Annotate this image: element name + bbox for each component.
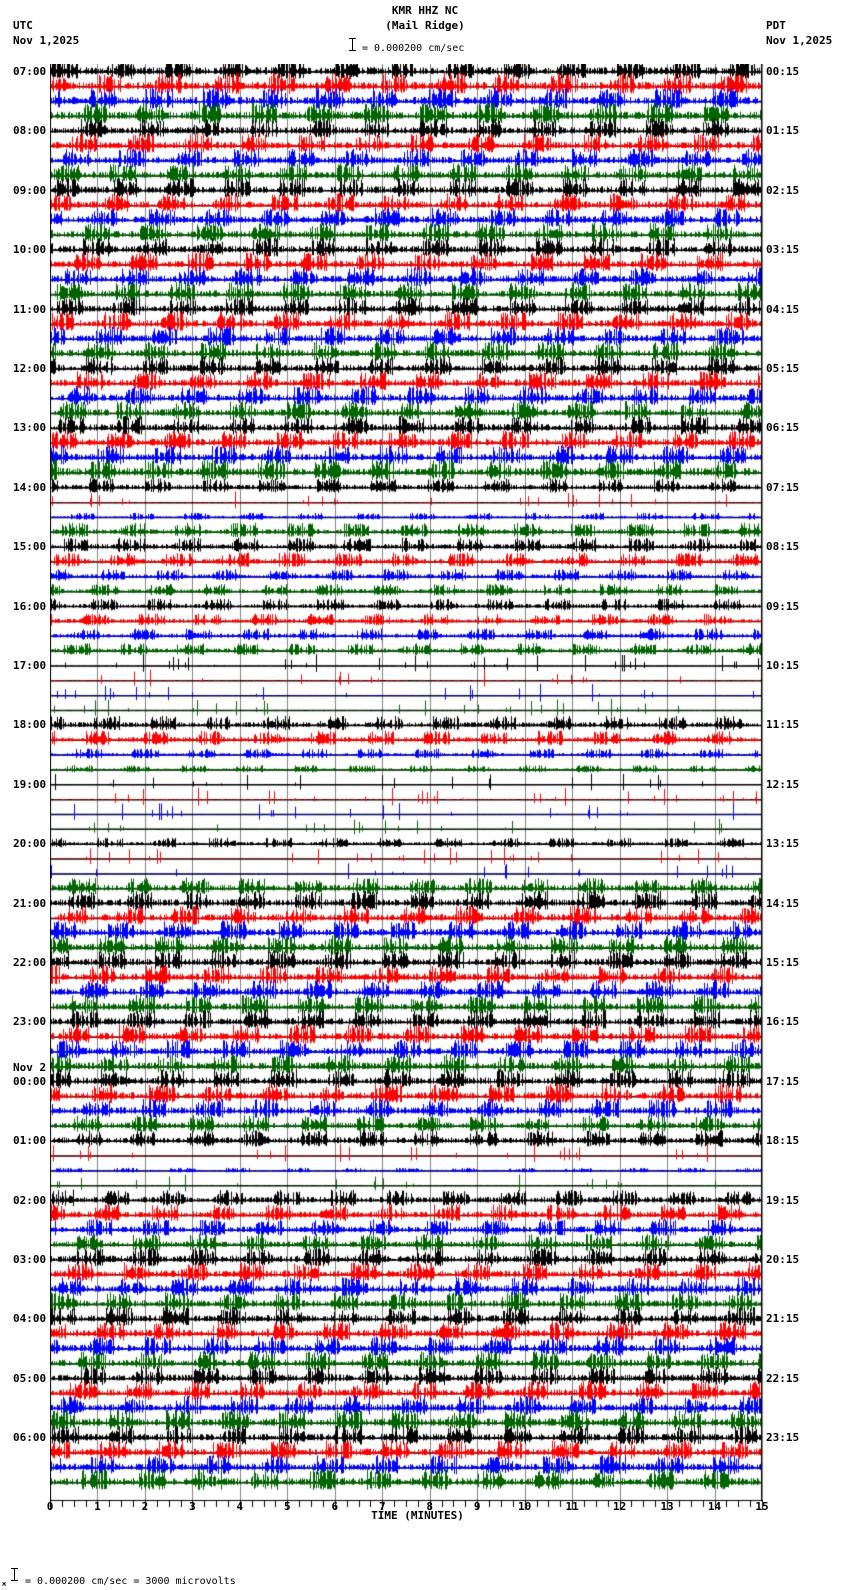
x-tick-label: 9 xyxy=(473,1500,481,1513)
calibration-glyph: ж xyxy=(2,1580,7,1588)
x-tick-label: 8 xyxy=(426,1500,434,1513)
pdt-label: 15:15 xyxy=(766,956,800,969)
pdt-label: 12:15 xyxy=(766,777,800,791)
pdt-label: 00:15 xyxy=(766,65,800,78)
x-tick-label: 0 xyxy=(46,1500,54,1513)
utc-label: 10:00 xyxy=(13,243,47,257)
utc-label: 17:00 xyxy=(13,659,47,672)
utc-label: 11:00 xyxy=(13,302,47,316)
utc-label: 18:00 xyxy=(13,718,47,732)
pdt-label: 17:15 xyxy=(766,1074,800,1088)
utc-label: 08:00 xyxy=(13,124,47,138)
x-tick-label: 3 xyxy=(189,1500,196,1513)
x-tick-label: 1 xyxy=(94,1500,101,1513)
utc-label: 00:00 xyxy=(13,1074,47,1088)
pdt-label: 01:15 xyxy=(766,124,800,138)
utc-label: 22:00 xyxy=(13,956,47,969)
x-tick-label: 7 xyxy=(378,1500,386,1513)
x-tick-label: 10 xyxy=(518,1500,532,1513)
pdt-label: 13:15 xyxy=(766,837,800,851)
left-timezone: UTC xyxy=(13,19,33,32)
pdt-label: 23:15 xyxy=(766,1431,800,1445)
pdt-label: 22:15 xyxy=(766,1371,800,1385)
pdt-label: 21:15 xyxy=(766,1312,800,1326)
pdt-label: 19:15 xyxy=(766,1193,800,1207)
scale-text: = 0.000200 cm/sec xyxy=(362,43,465,54)
utc-label: 06:00 xyxy=(13,1431,47,1445)
utc-label: 14:00 xyxy=(13,480,47,494)
pdt-label: 20:15 xyxy=(766,1253,800,1266)
station-location: (Mail Ridge) xyxy=(385,19,465,32)
pdt-label: 07:15 xyxy=(766,480,800,494)
pdt-label: 10:15 xyxy=(766,659,800,672)
seismogram-plot xyxy=(50,64,764,1516)
utc-label: 23:00 xyxy=(13,1015,47,1029)
calibration-text: = 0.000200 cm/sec = 3000 microvolts xyxy=(25,1576,236,1587)
pdt-label: 08:15 xyxy=(766,540,800,554)
pdt-label: 11:15 xyxy=(766,718,800,732)
x-tick-label: 12 xyxy=(612,1500,627,1513)
utc-label: 05:00 xyxy=(13,1371,47,1385)
utc-label: 01:00 xyxy=(13,1134,47,1148)
pdt-label: 09:15 xyxy=(766,599,800,613)
left-date: Nov 1,2025 xyxy=(13,34,80,47)
utc-label: 07:00 xyxy=(13,65,47,78)
utc-label: 20:00 xyxy=(13,837,47,851)
pdt-label: 05:15 xyxy=(766,362,800,375)
x-axis-label: TIME (MINUTES) xyxy=(371,1509,464,1522)
x-tick-label: 14 xyxy=(707,1500,722,1513)
pdt-label: 03:15 xyxy=(766,243,800,257)
utc-label: 04:00 xyxy=(13,1312,47,1326)
station-title: KMR HHZ NC xyxy=(391,4,459,17)
right-timezone: PDT xyxy=(766,19,786,32)
utc-label: 21:00 xyxy=(13,896,47,910)
x-tick-label: 11 xyxy=(565,1500,579,1513)
pdt-label: 16:15 xyxy=(766,1015,800,1029)
utc-label: 15:00 xyxy=(13,540,47,554)
utc-label: 13:00 xyxy=(13,421,47,435)
pdt-label: 14:15 xyxy=(766,896,800,910)
pdt-label: 06:15 xyxy=(766,421,800,435)
utc-label: 19:00 xyxy=(13,777,47,791)
right-date: Nov 1,2025 xyxy=(766,34,833,47)
pdt-label: 02:15 xyxy=(766,183,800,197)
x-tick-label: 15 xyxy=(755,1500,769,1513)
x-tick-label: 13 xyxy=(660,1500,674,1513)
utc-label: 16:00 xyxy=(13,599,47,613)
x-tick-label: 4 xyxy=(236,1500,244,1513)
x-tick-label: 2 xyxy=(141,1500,149,1513)
utc-label: 03:00 xyxy=(13,1253,47,1266)
pdt-label: 04:15 xyxy=(766,302,800,316)
scale-bar-icon xyxy=(349,38,356,51)
utc-label: 02:00 xyxy=(13,1193,47,1207)
pdt-label: 18:15 xyxy=(766,1134,800,1148)
calibration-bar-icon xyxy=(11,1568,18,1581)
utc-label: 09:00 xyxy=(13,183,47,197)
utc-date-change-label: Nov 2 xyxy=(13,1060,47,1074)
utc-label: 12:00 xyxy=(13,362,47,375)
x-tick-label: 5 xyxy=(284,1500,291,1513)
x-tick-label: 6 xyxy=(331,1500,339,1513)
